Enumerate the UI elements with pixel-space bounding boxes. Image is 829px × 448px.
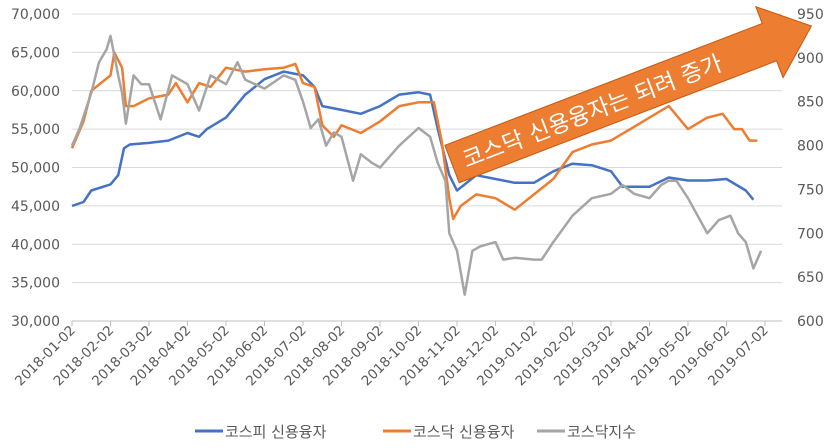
y-left-tick-label: 40,000 xyxy=(11,237,60,253)
series-line xyxy=(71,70,755,208)
y-right-tick-label: 900 xyxy=(797,51,824,67)
left-axis-tick-labels: 30,000 35,000 40,000 45,000 50,000 55,000 60,0… xyxy=(11,7,60,330)
y-left-tick-label: 35,000 xyxy=(11,276,60,292)
annotation-arrow: 코스닥 신용융자는 되려 증가 xyxy=(444,5,813,184)
annotation-text: 코스닥 신용융자는 되려 증가 xyxy=(459,51,726,174)
y-right-tick-label: 750 xyxy=(797,182,824,198)
right-axis-tick-labels: 600 650 700 750 800 850 900 950 xyxy=(797,7,824,330)
y-left-tick-label: 50,000 xyxy=(11,161,60,177)
y-right-tick-label: 700 xyxy=(797,226,824,242)
legend-label: 코스피 신용융자 xyxy=(225,423,327,441)
series-line xyxy=(70,51,758,221)
arrow-shape xyxy=(444,5,813,184)
y-left-tick-label: 55,000 xyxy=(11,122,60,138)
y-right-tick-label: 850 xyxy=(797,95,824,111)
y-left-tick-label: 70,000 xyxy=(11,7,60,23)
y-right-tick-label: 800 xyxy=(797,139,824,155)
y-right-tick-label: 600 xyxy=(797,314,824,330)
legend-label: 코스닥지수 xyxy=(567,423,636,441)
y-left-tick-label: 60,000 xyxy=(11,84,60,100)
y-left-tick-label: 65,000 xyxy=(11,45,60,61)
y-left-tick-label: 45,000 xyxy=(11,199,60,215)
x-axis-tick-labels: 2018-01-022018-02-022018-03-022018-04-02… xyxy=(12,323,772,390)
y-right-tick-label: 950 xyxy=(797,7,824,23)
y-right-tick-label: 650 xyxy=(797,270,824,286)
legend: 코스피 신용융자 코스닥 신용융자 코스닥지수 xyxy=(195,423,636,441)
series-lines xyxy=(70,34,763,296)
series-line xyxy=(70,34,763,296)
legend-label: 코스닥 신용융자 xyxy=(413,423,515,441)
y-left-tick-label: 30,000 xyxy=(11,314,60,330)
